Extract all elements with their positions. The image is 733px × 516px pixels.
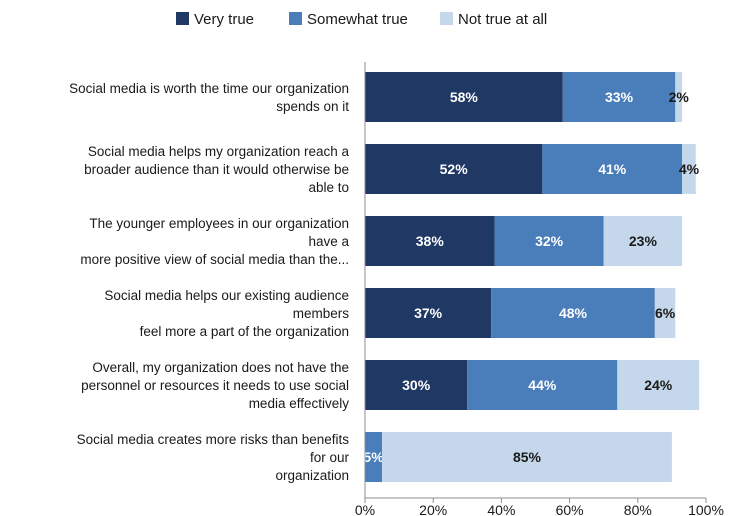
bar-segment-4-2 <box>491 288 655 338</box>
legend: Very true Somewhat true Not true at all <box>176 11 547 28</box>
x-tick-label-6: 100% <box>688 502 724 516</box>
x-axis: 0% 20% 40% 60% 80% 100% <box>355 62 724 516</box>
x-tick-label-3: 40% <box>487 502 515 516</box>
x-tick-label-4: 60% <box>556 502 584 516</box>
value-label-3-2: 32% <box>535 233 564 249</box>
value-label-5-2: 44% <box>528 377 557 393</box>
category-label-5: Overall, my organization does not have t… <box>81 360 349 411</box>
bar-segment-5-1 <box>365 360 468 410</box>
x-tick-label-1: 0% <box>355 502 375 516</box>
value-label-1-3: 2% <box>669 89 690 105</box>
value-label-6-2: 5% <box>363 449 384 465</box>
bar-segment-5-3 <box>617 360 700 410</box>
value-label-6-3: 85% <box>513 449 542 465</box>
legend-swatch-3 <box>440 12 453 25</box>
value-label-2-2: 41% <box>598 161 627 177</box>
bar-segment-2-3 <box>682 144 696 194</box>
bar-segment-3-1 <box>365 216 495 266</box>
category-label-2: Social media helps my organization reach… <box>84 144 349 195</box>
category-label-4: Social media helps our existing audience… <box>104 288 349 339</box>
legend-label-2: Somewhat true <box>307 11 408 28</box>
bar-segment-1-2 <box>562 72 676 122</box>
legend-swatch-1 <box>176 12 189 25</box>
legend-swatch-2 <box>289 12 302 25</box>
value-label-2-1: 52% <box>440 161 469 177</box>
value-label-4-3: 6% <box>655 305 676 321</box>
x-tick-label-2: 20% <box>419 502 447 516</box>
category-label-1: Social media is worth the time our organ… <box>69 81 349 114</box>
bar-segment-5-2 <box>467 360 618 410</box>
bar-segment-4-1 <box>365 288 492 338</box>
legend-label-1: Very true <box>194 11 254 28</box>
bar-segment-6-3 <box>382 432 672 482</box>
bar-segment-1-1 <box>365 72 563 122</box>
bars: 58% 33% 2% 52% 41% 4% 38% 32% 23% 37% 48% 6% 30% 44% 2… <box>363 72 700 482</box>
value-label-2-3: 4% <box>679 161 700 177</box>
value-label-4-2: 48% <box>559 305 588 321</box>
value-label-5-3: 24% <box>644 377 673 393</box>
category-label-3: The younger employees in our organizatio… <box>80 216 349 267</box>
bar-segment-2-2 <box>542 144 683 194</box>
bar-segment-6-2 <box>365 432 383 482</box>
value-label-1-2: 33% <box>605 89 634 105</box>
value-label-3-3: 23% <box>629 233 658 249</box>
value-label-1-1: 58% <box>450 89 479 105</box>
legend-label-3: Not true at all <box>458 11 547 28</box>
value-label-3-1: 38% <box>416 233 445 249</box>
value-label-5-1: 30% <box>402 377 431 393</box>
bar-segment-3-2 <box>494 216 604 266</box>
bar-segment-2-1 <box>365 144 543 194</box>
category-labels: Social media is worth the time our organ… <box>69 81 349 483</box>
value-label-4-1: 37% <box>414 305 443 321</box>
x-tick-label-5: 80% <box>624 502 652 516</box>
bar-segment-1-3 <box>675 72 683 122</box>
bar-segment-4-3 <box>654 288 676 338</box>
bar-segment-3-3 <box>603 216 683 266</box>
category-label-6: Social media creates more risks than ben… <box>77 432 350 483</box>
